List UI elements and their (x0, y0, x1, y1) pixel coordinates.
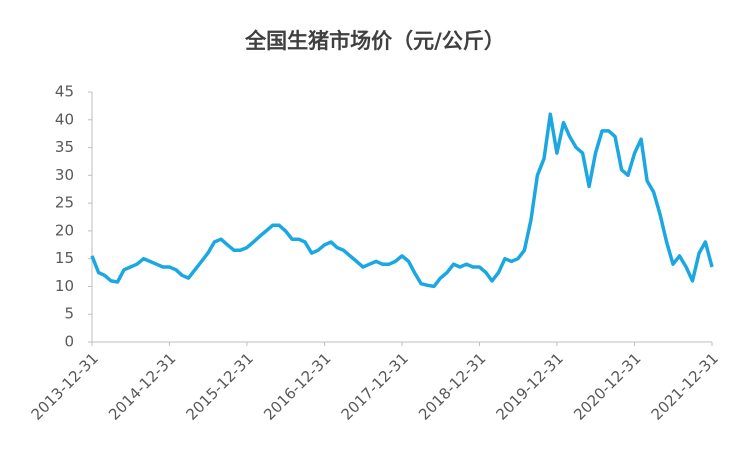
y-tick-label: 10 (55, 277, 74, 295)
x-tick-label: 2016-12-31 (260, 349, 334, 423)
y-tick-label: 25 (55, 194, 74, 212)
x-tick-label: 2013-12-31 (28, 349, 102, 423)
chart-title: 全国生猪市场价（元/公斤） (244, 29, 505, 53)
x-tick-label: 2019-12-31 (493, 349, 567, 423)
y-tick-label: 35 (55, 138, 74, 156)
x-tick-label: 2017-12-31 (338, 349, 412, 423)
x-tick-label: 2015-12-31 (183, 349, 257, 423)
y-tick-label: 20 (55, 221, 74, 239)
y-tick-label: 5 (64, 305, 74, 323)
y-tick-label: 45 (55, 83, 74, 101)
y-tick-label: 40 (55, 110, 74, 128)
y-tick-label: 15 (55, 249, 74, 267)
line (90, 112, 714, 289)
x-tick-label: 2018-12-31 (415, 349, 489, 423)
x-tick-label: 2021-12-31 (648, 349, 722, 423)
x-tick-label: 2020-12-31 (570, 349, 644, 423)
y-tick-label: 30 (55, 166, 74, 184)
y-tick-label: 0 (64, 333, 74, 351)
x-tick-label: 2014-12-31 (105, 349, 179, 423)
